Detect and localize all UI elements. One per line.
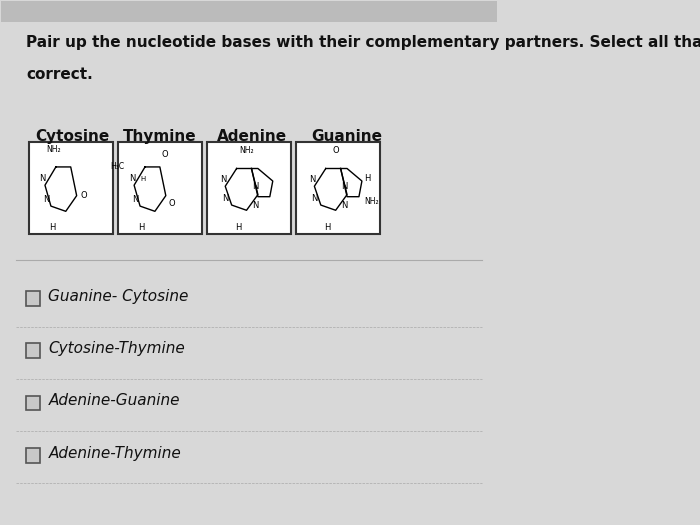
Text: Pair up the nucleotide bases with their complementary partners. Select all that : Pair up the nucleotide bases with their … bbox=[26, 35, 700, 50]
Text: H: H bbox=[324, 223, 330, 232]
Text: Thymine: Thymine bbox=[122, 129, 196, 144]
Bar bbox=[26, 291, 40, 306]
Text: H: H bbox=[49, 223, 55, 232]
Bar bbox=[26, 396, 40, 411]
Text: H: H bbox=[364, 174, 370, 183]
Text: N: N bbox=[309, 175, 316, 184]
Text: N: N bbox=[222, 194, 228, 203]
Text: O: O bbox=[80, 191, 88, 200]
Bar bbox=[26, 343, 40, 358]
Text: Cytosine: Cytosine bbox=[35, 129, 109, 144]
Text: NH₂: NH₂ bbox=[239, 146, 254, 155]
Text: N: N bbox=[220, 175, 226, 184]
Text: N: N bbox=[132, 195, 139, 204]
Text: Adenine-Thymine: Adenine-Thymine bbox=[48, 446, 181, 460]
Text: O: O bbox=[332, 146, 339, 155]
Text: N: N bbox=[341, 182, 347, 191]
Bar bbox=[26, 448, 40, 463]
Text: Cytosine-Thymine: Cytosine-Thymine bbox=[48, 341, 186, 356]
Text: NH₂: NH₂ bbox=[46, 145, 61, 154]
Text: Adenine: Adenine bbox=[217, 129, 287, 144]
Bar bbox=[207, 142, 291, 234]
Bar bbox=[296, 142, 380, 234]
Bar bbox=[1, 2, 496, 22]
Text: H₃C: H₃C bbox=[111, 162, 125, 172]
Text: N: N bbox=[130, 174, 136, 183]
Text: N: N bbox=[43, 195, 49, 204]
Text: O: O bbox=[169, 199, 176, 208]
Text: N: N bbox=[252, 201, 258, 209]
Text: N: N bbox=[312, 194, 318, 203]
Text: correct.: correct. bbox=[26, 67, 93, 82]
Bar bbox=[29, 142, 113, 234]
Text: Guanine: Guanine bbox=[311, 129, 382, 144]
Text: NH₂: NH₂ bbox=[364, 197, 379, 206]
Text: O: O bbox=[162, 150, 168, 159]
Text: N: N bbox=[38, 174, 46, 183]
Text: Guanine- Cytosine: Guanine- Cytosine bbox=[48, 289, 189, 304]
Text: N: N bbox=[341, 201, 347, 209]
Bar bbox=[118, 142, 202, 234]
Text: H: H bbox=[235, 223, 241, 232]
Text: Adenine-Guanine: Adenine-Guanine bbox=[48, 393, 180, 408]
Text: H: H bbox=[140, 176, 146, 182]
Text: N: N bbox=[252, 182, 258, 191]
Text: H: H bbox=[138, 223, 144, 232]
